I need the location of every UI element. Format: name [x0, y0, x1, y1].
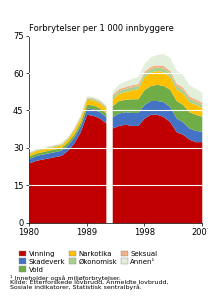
- Text: Forbrytelser per 1 000 innbyggere: Forbrytelser per 1 000 innbyggere: [29, 24, 174, 34]
- Text: Sosiale indikatorer, Statistisk sentralbyrå.: Sosiale indikatorer, Statistisk sentralb…: [10, 285, 142, 290]
- Text: ¹ Inneholder også miljøforbrytelser.: ¹ Inneholder også miljøforbrytelser.: [10, 275, 121, 281]
- Legend: Vinning, Skadeverk, Vold, Narkotika, Økonomisk, Seksual, Annen¹: Vinning, Skadeverk, Vold, Narkotika, Øko…: [19, 251, 157, 273]
- Text: Kilde: Etterforskede lovbrudd, Anmeldte lovbrudd,: Kilde: Etterforskede lovbrudd, Anmeldte …: [10, 280, 169, 285]
